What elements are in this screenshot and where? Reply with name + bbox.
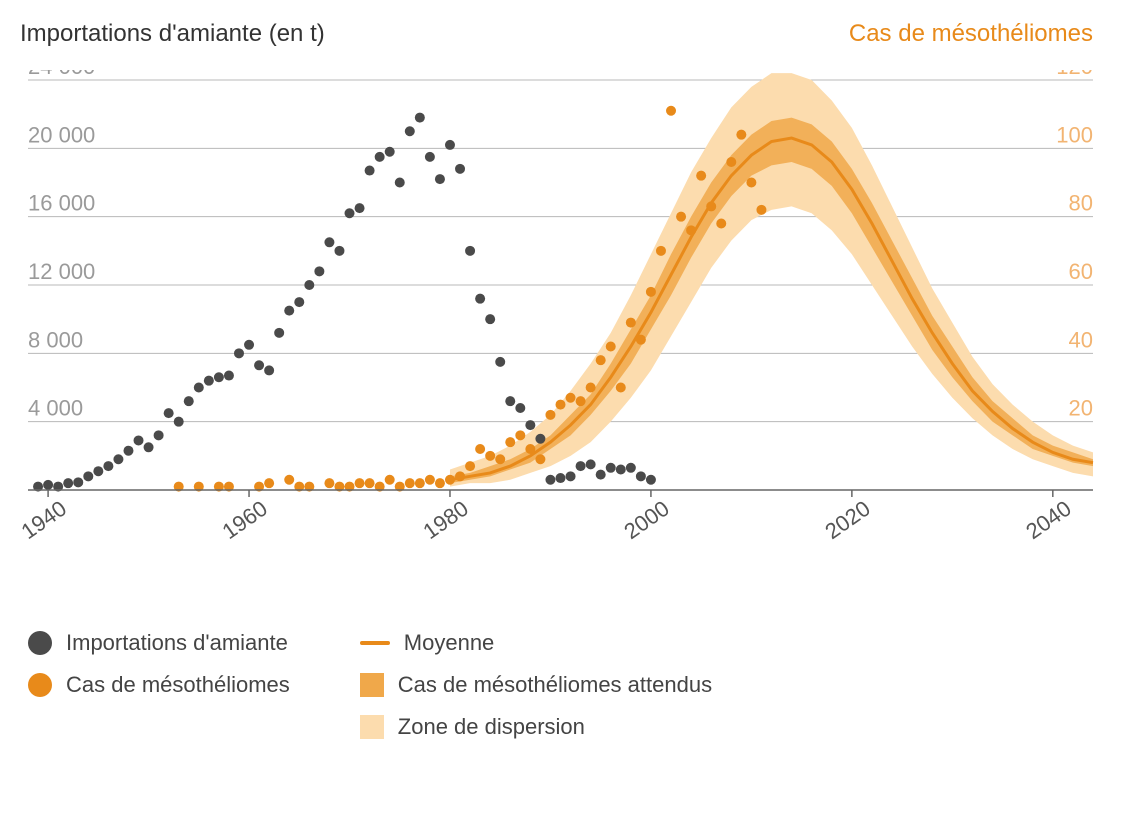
svg-text:12 000: 12 000 [28,259,95,284]
legend-label: Moyenne [404,630,495,656]
legend-label: Cas de mésothéliomes [66,672,290,698]
legend-square-icon [360,715,384,739]
legend-meso: Cas de mésothéliomes [28,672,290,698]
legend-mean: Moyenne [360,630,712,656]
svg-text:80: 80 [1069,191,1093,216]
svg-text:1940: 1940 [20,496,71,545]
svg-text:40: 40 [1069,327,1093,352]
legend-square-icon [360,673,384,697]
svg-text:60: 60 [1069,259,1093,284]
svg-text:24 000: 24 000 [28,70,95,79]
chart-titles: Importations d'amiante (en t) Cas de més… [20,20,1101,48]
svg-text:2040: 2040 [1021,496,1075,545]
chart-svg: 4 0008 00012 00016 00020 00024 000204060… [20,70,1101,560]
right-axis-title: Cas de mésothéliomes [849,20,1093,48]
legend-line-icon [360,641,390,645]
svg-text:2020: 2020 [820,496,874,545]
svg-text:2000: 2000 [619,496,673,545]
svg-text:1980: 1980 [418,496,472,545]
legend-label: Importations d'amiante [66,630,288,656]
legend-label: Cas de mésothéliomes attendus [398,672,712,698]
legend-label: Zone de dispersion [398,714,585,740]
legend-imports: Importations d'amiante [28,630,290,656]
svg-text:20 000: 20 000 [28,122,95,147]
svg-text:1960: 1960 [218,496,272,545]
svg-text:16 000: 16 000 [28,191,95,216]
legend-dispersion: Zone de dispersion [360,714,712,740]
legend-col-1: Importations d'amiante Cas de mésothélio… [28,630,290,740]
left-axis-title: Importations d'amiante (en t) [20,20,325,48]
svg-text:120: 120 [1056,70,1093,79]
legend: Importations d'amiante Cas de mésothélio… [20,630,1101,740]
legend-circle-icon [28,673,52,697]
asbestos-mesothelioma-chart: Importations d'amiante (en t) Cas de més… [20,20,1101,793]
svg-text:20: 20 [1069,396,1093,421]
svg-text:4 000: 4 000 [28,396,83,421]
plot-area: 4 0008 00012 00016 00020 00024 000204060… [20,70,1101,560]
legend-expected: Cas de mésothéliomes attendus [360,672,712,698]
legend-col-2: Moyenne Cas de mésothéliomes attendus Zo… [360,630,712,740]
svg-text:8 000: 8 000 [28,327,83,352]
legend-circle-icon [28,631,52,655]
svg-text:100: 100 [1056,122,1093,147]
